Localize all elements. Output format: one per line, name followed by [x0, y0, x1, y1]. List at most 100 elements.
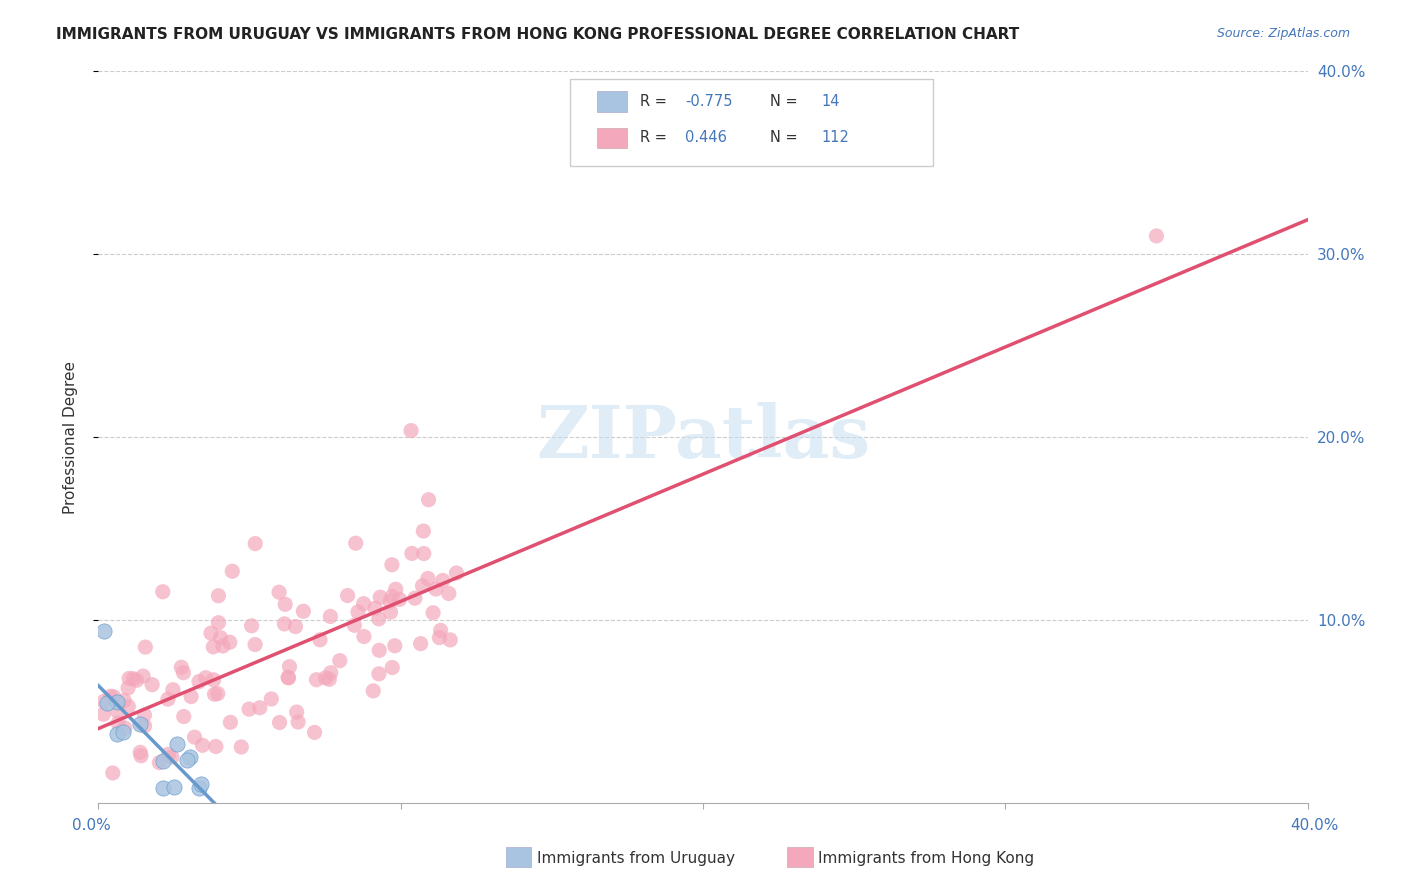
Point	[107, 727, 129, 741]
Point	[152, 754, 174, 768]
Point	[287, 714, 309, 729]
Point	[381, 660, 404, 674]
Point	[157, 747, 180, 762]
Point	[429, 624, 451, 638]
Point	[170, 660, 193, 674]
Point	[207, 589, 229, 603]
Text: R =: R =	[640, 94, 672, 109]
Point	[134, 640, 156, 654]
Point	[117, 699, 139, 714]
Point	[429, 631, 451, 645]
Point	[163, 780, 186, 794]
Point	[412, 547, 434, 561]
Y-axis label: Professional Degree: Professional Degree	[63, 360, 77, 514]
Point	[152, 584, 174, 599]
Point	[183, 730, 205, 744]
Text: Source: ZipAtlas.com: Source: ZipAtlas.com	[1216, 27, 1350, 40]
Text: -0.775: -0.775	[685, 94, 733, 109]
Point	[243, 638, 266, 652]
Point	[162, 682, 184, 697]
Point	[384, 582, 406, 597]
Point	[221, 564, 243, 578]
Point	[412, 579, 434, 593]
Point	[240, 619, 263, 633]
Point	[209, 631, 232, 645]
Point	[273, 616, 295, 631]
Point	[329, 654, 352, 668]
Text: 0.446: 0.446	[685, 130, 727, 145]
Point	[1144, 229, 1167, 244]
Point	[409, 637, 432, 651]
Point	[205, 739, 228, 754]
Point	[93, 694, 115, 708]
Point	[278, 659, 301, 673]
Point	[245, 536, 267, 550]
Point	[218, 635, 240, 649]
Point	[219, 715, 242, 730]
Text: 112: 112	[821, 130, 849, 145]
Point	[344, 536, 367, 550]
Point	[207, 615, 229, 630]
Point	[361, 683, 384, 698]
Point	[416, 572, 439, 586]
Point	[172, 665, 194, 680]
Point	[274, 597, 297, 611]
Point	[319, 665, 342, 680]
Point	[422, 606, 444, 620]
Point	[194, 671, 217, 685]
Point	[269, 715, 291, 730]
Point	[93, 624, 115, 638]
Point	[309, 632, 332, 647]
Point	[388, 592, 411, 607]
Point	[125, 673, 148, 688]
Bar	[596, 91, 627, 112]
Point	[347, 605, 370, 619]
Point	[204, 687, 226, 701]
Point	[134, 708, 156, 723]
Point	[315, 671, 337, 685]
Text: N =: N =	[769, 130, 801, 145]
Point	[277, 670, 299, 684]
Point	[141, 678, 163, 692]
Point	[446, 566, 468, 580]
Text: 14: 14	[821, 94, 839, 109]
Text: N =: N =	[769, 94, 801, 109]
Point	[343, 618, 366, 632]
Point	[285, 705, 308, 719]
Text: Immigrants from Uruguay: Immigrants from Uruguay	[537, 851, 735, 865]
Point	[191, 739, 214, 753]
Point	[112, 693, 135, 707]
Point	[190, 777, 212, 791]
Point	[117, 681, 139, 695]
Text: Immigrants from Hong Kong: Immigrants from Hong Kong	[818, 851, 1035, 865]
Text: IMMIGRANTS FROM URUGUAY VS IMMIGRANTS FROM HONG KONG PROFESSIONAL DEGREE CORRELA: IMMIGRANTS FROM URUGUAY VS IMMIGRANTS FR…	[56, 27, 1019, 42]
Point	[114, 721, 136, 735]
Point	[118, 672, 141, 686]
Point	[284, 619, 307, 633]
Point	[212, 639, 235, 653]
Point	[202, 640, 225, 654]
Point	[380, 605, 402, 619]
Point	[304, 725, 326, 739]
Point	[93, 707, 115, 722]
Point	[207, 687, 229, 701]
Point	[319, 609, 342, 624]
Point	[188, 674, 211, 689]
Point	[437, 586, 460, 600]
Text: 40.0%: 40.0%	[1291, 818, 1339, 832]
Point	[353, 630, 375, 644]
Point	[432, 574, 454, 588]
Point	[129, 748, 152, 763]
Point	[166, 737, 188, 751]
Point	[399, 424, 422, 438]
Point	[160, 750, 183, 764]
Point	[176, 753, 198, 767]
Text: 0.0%: 0.0%	[72, 818, 111, 832]
Point	[336, 589, 359, 603]
Point	[122, 672, 145, 686]
Point	[404, 591, 426, 606]
Point	[101, 766, 124, 780]
Point	[412, 524, 434, 538]
Point	[132, 669, 155, 683]
Point	[107, 716, 129, 731]
